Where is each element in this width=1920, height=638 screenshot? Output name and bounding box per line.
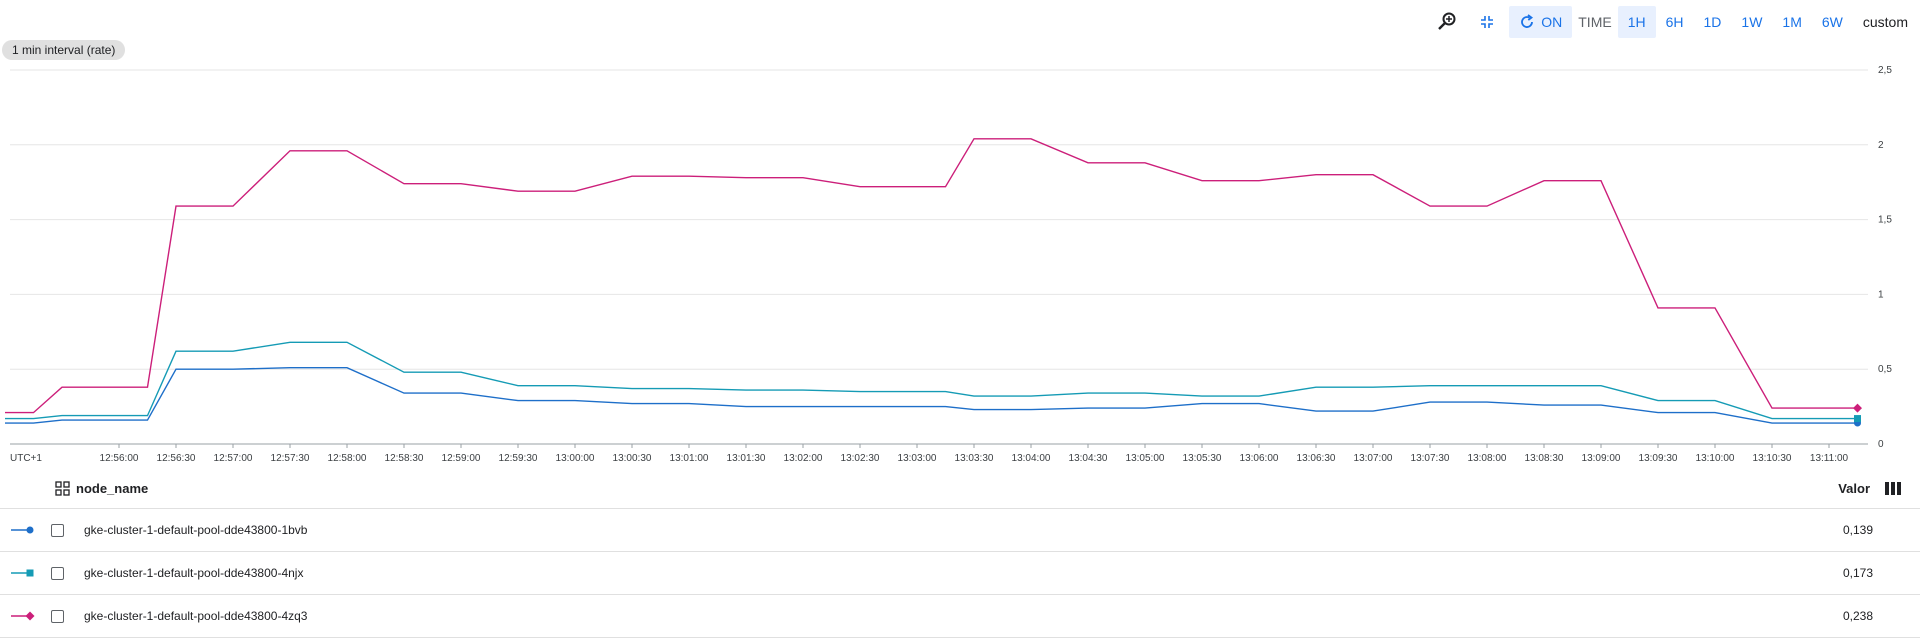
- x-tick-label: 13:03:30: [955, 453, 994, 464]
- range-1m-button[interactable]: 1M: [1782, 14, 1802, 30]
- x-tick-label: 12:56:00: [100, 453, 139, 464]
- series-value: 0,139: [1842, 523, 1873, 537]
- x-tick-label: 13:09:00: [1582, 453, 1621, 464]
- series-value: 0,173: [1842, 566, 1873, 580]
- x-tick-label: 13:10:30: [1753, 453, 1792, 464]
- series-line-1: [5, 367, 1858, 424]
- x-tick-label: 13:10:00: [1696, 453, 1735, 464]
- x-tick-label: 12:56:30: [157, 453, 196, 464]
- x-tick-label: 13:01:30: [727, 453, 766, 464]
- series-square-icon: [11, 568, 37, 578]
- auto-refresh-toggle[interactable]: ON: [1509, 6, 1573, 38]
- y-tick-label: 0,5: [1878, 364, 1892, 375]
- x-tick-label: 13:04:30: [1069, 453, 1108, 464]
- legend-row[interactable]: gke-cluster-1-default-pool-dde43800-1bvb…: [0, 509, 1920, 552]
- y-tick-label: 2: [1878, 140, 1884, 151]
- range-custom-button[interactable]: custom: [1862, 14, 1908, 30]
- series-diamond-icon: [11, 611, 37, 621]
- compress-icon[interactable]: [1467, 4, 1507, 40]
- x-tick-label: 13:06:00: [1240, 453, 1279, 464]
- series-checkbox[interactable]: [51, 609, 64, 623]
- x-tick-label: 13:05:30: [1183, 453, 1222, 464]
- x-tick-label: 12:57:00: [214, 453, 253, 464]
- x-tick-label: 13:11:00: [1810, 453, 1849, 464]
- x-tick-label: 13:02:00: [784, 453, 823, 464]
- x-tick-label: 13:04:00: [1012, 453, 1051, 464]
- range-1w-button[interactable]: 1W: [1741, 14, 1763, 30]
- x-tick-label: 13:08:30: [1525, 453, 1564, 464]
- x-tick-label: 12:58:30: [385, 453, 424, 464]
- toolbar: ON TIME 1H 6H 1D 1W 1M 6W custom: [1427, 0, 1920, 44]
- x-tick-label: 12:59:00: [442, 453, 481, 464]
- range-1d-button[interactable]: 1D: [1703, 14, 1722, 30]
- x-tick-label: 13:00:30: [613, 453, 652, 464]
- x-tick-label: 12:57:30: [271, 453, 310, 464]
- series-name: gke-cluster-1-default-pool-dde43800-4njx: [84, 566, 304, 580]
- series-end-marker-diamond: [1853, 403, 1862, 413]
- y-tick-label: 1: [1878, 289, 1884, 300]
- range-6h-button[interactable]: 6H: [1665, 14, 1684, 30]
- x-tick-label: 13:07:00: [1354, 453, 1393, 464]
- auto-refresh-label: ON: [1541, 14, 1563, 30]
- range-6w-button[interactable]: 6W: [1821, 14, 1843, 30]
- time-label: TIME: [1578, 14, 1612, 30]
- x-tick-label: 13:01:00: [670, 453, 709, 464]
- x-tick-label: 13:05:00: [1126, 453, 1165, 464]
- x-tick-label: 12:59:30: [499, 453, 538, 464]
- y-tick-label: 0: [1878, 439, 1884, 450]
- series-line-3: [5, 138, 1858, 414]
- series-checkbox[interactable]: [51, 566, 64, 580]
- legend-table: node_name Valor gke-cluster-1-default-po…: [0, 468, 1920, 638]
- series-end-marker-square: [1854, 415, 1861, 423]
- x-tick-label: 13:06:30: [1297, 453, 1336, 464]
- series-name: gke-cluster-1-default-pool-dde43800-1bvb: [84, 523, 308, 537]
- node-name-header[interactable]: node_name: [76, 480, 149, 496]
- series-name: gke-cluster-1-default-pool-dde43800-4zq3: [84, 609, 308, 623]
- y-tick-label: 1,5: [1878, 215, 1892, 226]
- x-tick-label: 13:00:00: [556, 453, 595, 464]
- series-checkbox[interactable]: [51, 523, 64, 537]
- series-circle-icon: [11, 525, 37, 535]
- y-tick-label: 2,5: [1878, 65, 1892, 76]
- x-tick-label: 13:02:30: [841, 453, 880, 464]
- interval-chip: 1 min interval (rate): [2, 40, 126, 60]
- legend-row[interactable]: gke-cluster-1-default-pool-dde43800-4zq3…: [0, 595, 1920, 638]
- value-header[interactable]: Valor: [1838, 480, 1870, 496]
- group-by-icon[interactable]: [55, 481, 70, 496]
- refresh-icon: [1519, 14, 1535, 30]
- x-tick-label: 13:03:00: [898, 453, 937, 464]
- columns-icon[interactable]: [1885, 482, 1901, 495]
- series-value: 0,238: [1842, 609, 1873, 623]
- x-tick-label: 13:07:30: [1411, 453, 1450, 464]
- timezone-label: UTC+1: [10, 453, 42, 464]
- x-tick-label: 13:08:00: [1468, 453, 1507, 464]
- line-chart: 0 0,5 1 1,5 2 2,5 UTC+1 12:56:00 12:56:30 12:57:0…: [5, 65, 1892, 464]
- x-tick-label: 13:09:30: [1639, 453, 1678, 464]
- series-line-2: [5, 341, 1858, 420]
- range-1h-button[interactable]: 1H: [1617, 6, 1656, 38]
- legend-row[interactable]: gke-cluster-1-default-pool-dde43800-4njx…: [0, 552, 1920, 595]
- x-tick-label: 12:58:00: [328, 453, 367, 464]
- legend-header: node_name Valor: [0, 468, 1920, 509]
- search-zoom-icon[interactable]: [1427, 4, 1467, 40]
